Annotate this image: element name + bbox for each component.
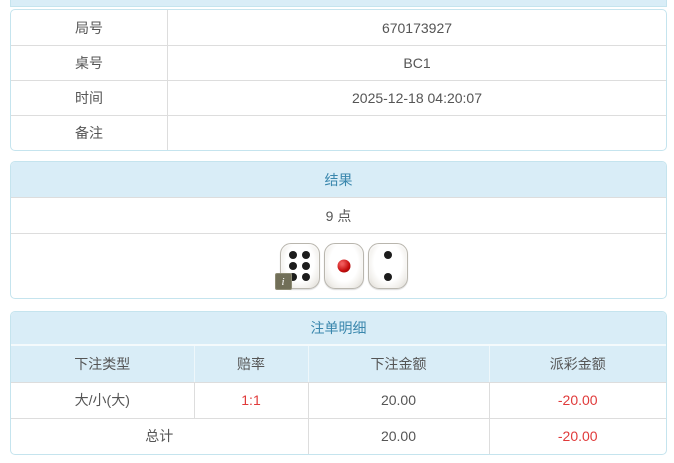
time-label: 时间 xyxy=(11,81,168,115)
col-header-odds: 赔率 xyxy=(193,346,308,383)
time-row: 时间 2025-12-18 04:20:07 xyxy=(11,80,666,115)
game-id-value: 670173927 xyxy=(381,19,453,36)
bet-type: 大/小(大) xyxy=(74,392,130,408)
table-id-row: 桌号 BC1 xyxy=(11,45,666,80)
total-payout-amount: -20.00 xyxy=(488,417,666,454)
remark-row: 备注 xyxy=(11,115,666,150)
result-panel: 结果 9 点 i xyxy=(10,161,667,299)
info-icon[interactable]: i xyxy=(274,273,292,290)
top-header-strip xyxy=(10,0,667,7)
total-row: 总计 20.00 -20.00 xyxy=(11,417,666,454)
page-content: 局号 670173927 桌号 BC1 时间 2025-12-18 04:20:… xyxy=(10,0,667,455)
bets-table: 下注类型 赔率 下注金额 派彩金额 大/小(大) 1:1 20.00 -20.0… xyxy=(11,346,666,454)
time-value: 2025-12-18 04:20:07 xyxy=(352,90,482,106)
game-id-row: 局号 670173927 xyxy=(11,10,666,45)
bet-payout: -20.00 xyxy=(488,382,666,418)
bet-row: 大/小(大) 1:1 20.00 -20.00 xyxy=(11,382,666,418)
bets-panel: 注单明细 下注类型 赔率 下注金额 派彩金额 大/小(大) 1:1 20.00 … xyxy=(10,311,667,455)
remark-value xyxy=(168,116,666,150)
total-bet-amount: 20.00 xyxy=(307,417,489,454)
col-header-bet-type: 下注类型 xyxy=(11,346,194,383)
col-header-payout-amount: 派彩金额 xyxy=(488,346,666,383)
col-header-bet-amount: 下注金额 xyxy=(307,346,489,383)
die-3 xyxy=(367,243,408,289)
remark-label: 备注 xyxy=(11,116,168,150)
table-id-label: 桌号 xyxy=(11,46,168,80)
die-2 xyxy=(323,243,364,289)
result-panel-title: 结果 xyxy=(11,162,666,198)
game-info-table: 局号 670173927 桌号 BC1 时间 2025-12-18 04:20:… xyxy=(10,9,667,151)
dice-row: i xyxy=(11,234,666,298)
result-points: 9 点 xyxy=(11,198,666,234)
table-id-value: BC1 xyxy=(403,55,431,71)
bet-odds: 1:1 xyxy=(193,382,308,418)
die-1: i xyxy=(274,243,320,290)
bets-header-row: 下注类型 赔率 下注金额 派彩金额 xyxy=(11,346,666,383)
bet-amount: 20.00 xyxy=(307,382,489,418)
total-label: 总计 xyxy=(11,417,308,454)
game-id-label: 局号 xyxy=(11,10,168,45)
bets-panel-title: 注单明细 xyxy=(11,312,666,346)
